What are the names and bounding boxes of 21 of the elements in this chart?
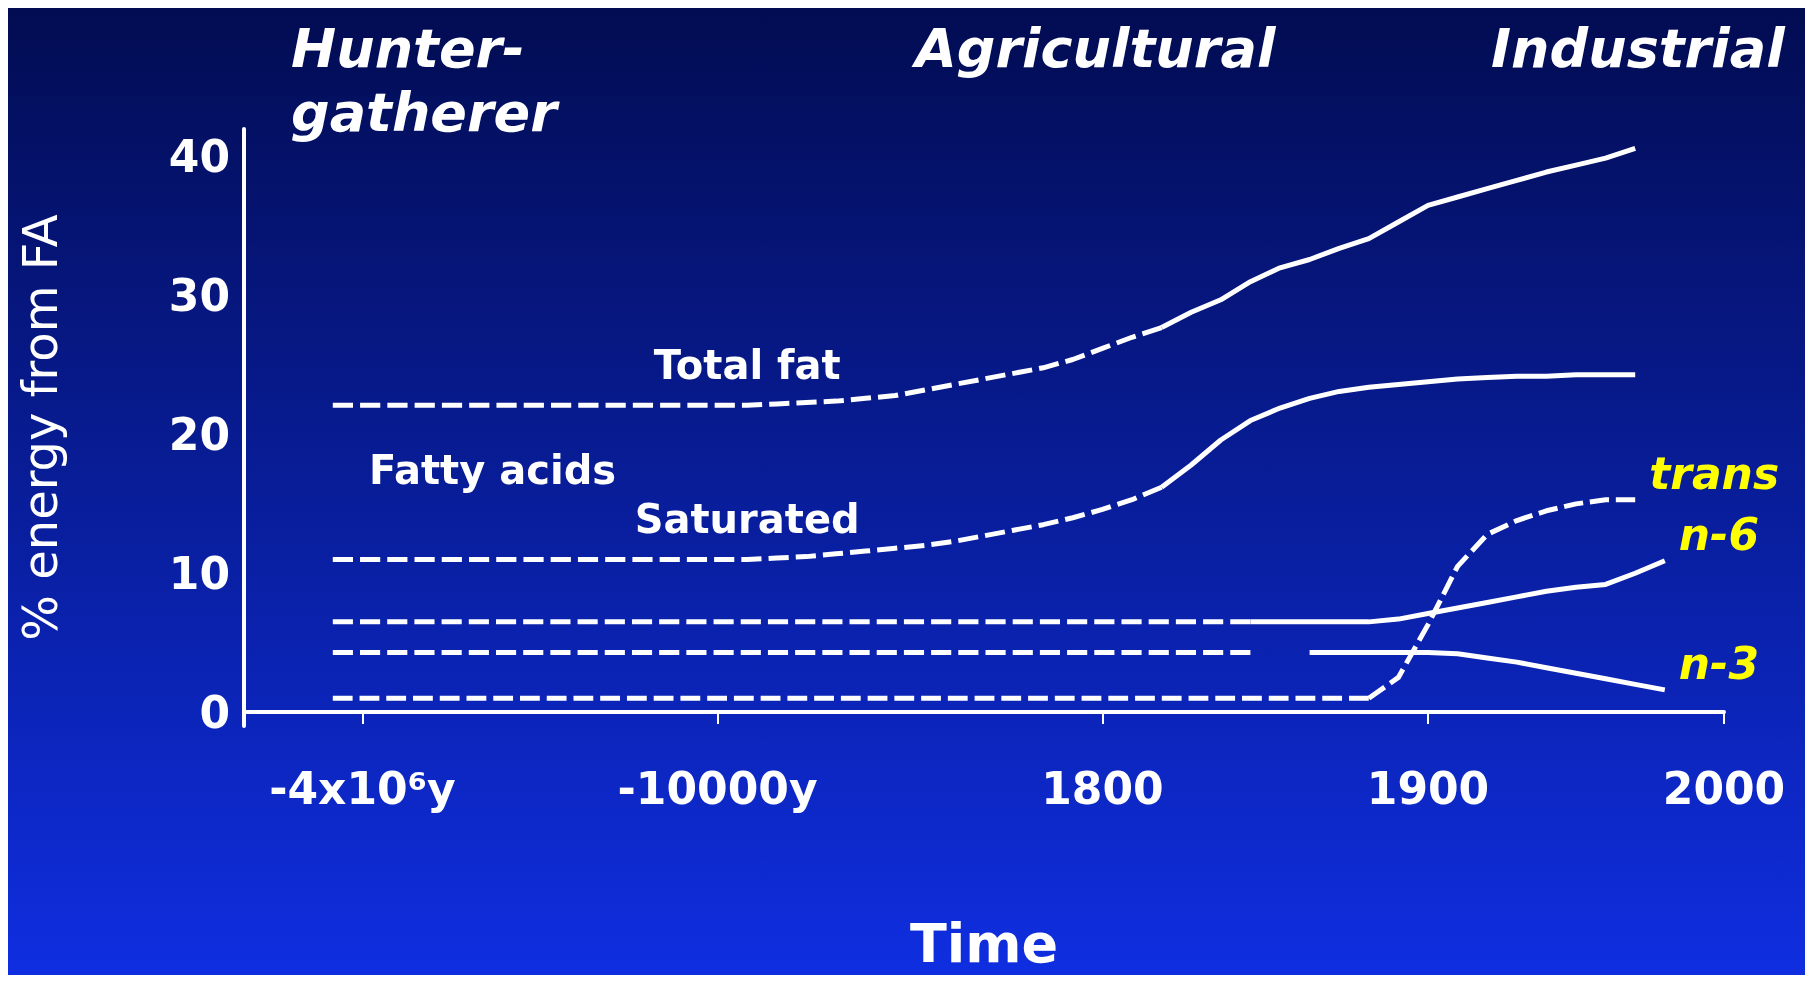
y-tick-label: 20 xyxy=(168,408,230,460)
series-label: n-6 xyxy=(1678,509,1759,561)
text: Industrial xyxy=(1491,16,1787,80)
series-label: trans xyxy=(1649,448,1780,500)
y-tick-label: 0 xyxy=(199,686,230,738)
x-tick-label: 1900 xyxy=(1366,762,1490,814)
y-tick-label: 30 xyxy=(168,270,230,322)
x-axis-title: Time xyxy=(909,911,1059,975)
x-tick-label: -4x10⁶y xyxy=(269,762,456,814)
x-tick-label: -10000y xyxy=(617,762,818,814)
series-label: n-3 xyxy=(1678,638,1759,690)
series-label: Saturated xyxy=(634,496,860,543)
text: Agricultural xyxy=(911,16,1277,80)
series-label: Total fat xyxy=(653,342,841,389)
x-tick-label: 2000 xyxy=(1662,762,1786,814)
annotation: Hunter-gatherer xyxy=(291,16,561,144)
y-axis-title: % energy from FA xyxy=(12,214,68,641)
x-tick-label: 1800 xyxy=(1041,762,1164,814)
y-tick-label: 40 xyxy=(168,131,230,183)
annotation: Fatty acids xyxy=(369,447,617,493)
y-tick-label: 10 xyxy=(168,547,230,599)
